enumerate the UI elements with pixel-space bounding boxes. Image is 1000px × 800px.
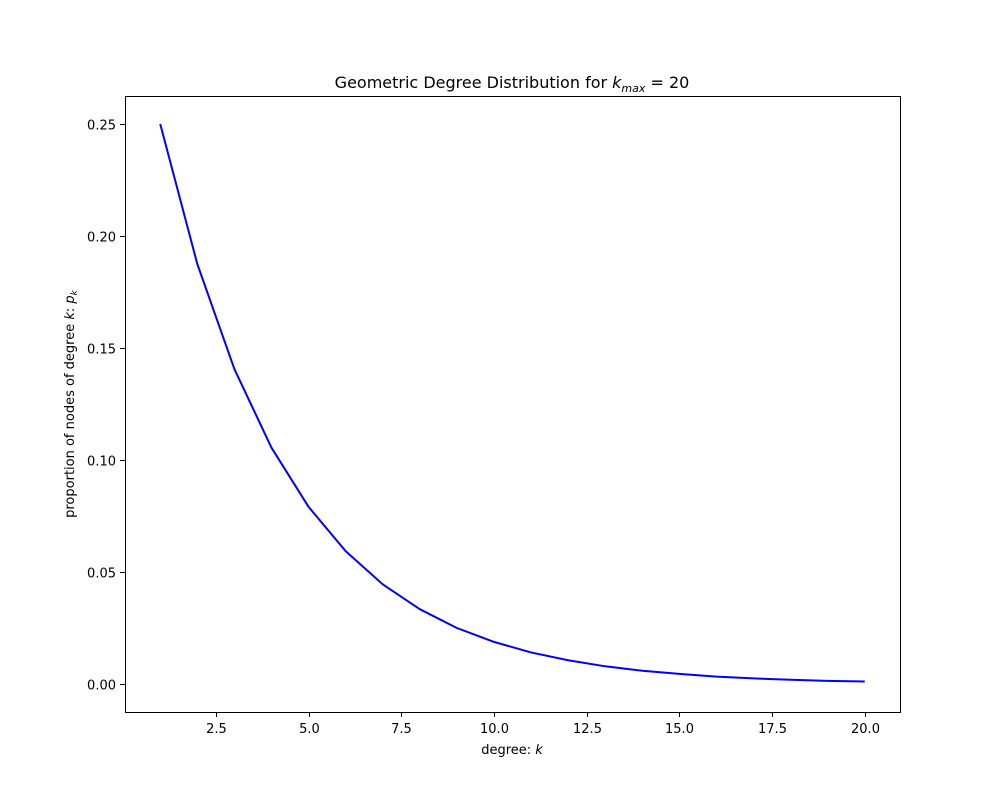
x-tick-label: 10.0 — [480, 722, 509, 737]
series-line — [159, 123, 865, 683]
y-tick-label: 0.10 — [87, 455, 116, 470]
x-tick-label: 20.0 — [851, 722, 880, 737]
chart-title: Geometric Degree Distribution for kmax =… — [335, 73, 690, 95]
y-tick-label: 0.05 — [87, 567, 116, 582]
ticks-layer: 2.5 5.0 7.5 10.0 12.5 15.0 17.5 20.0 0.00 0.05 0.1… — [87, 119, 880, 738]
plot-layer — [159, 123, 865, 683]
y-tick-label: 0.15 — [87, 343, 116, 358]
y-tick-label: 0.00 — [87, 679, 116, 694]
y-tick-label: 0.25 — [87, 119, 116, 134]
plot-frame — [125, 96, 901, 713]
x-tick-label: 2.5 — [206, 722, 227, 737]
x-tick-label: 15.0 — [665, 722, 694, 737]
x-tick-label: 12.5 — [573, 722, 602, 737]
y-axis-label: proportion of nodes of degree k: pk — [63, 289, 80, 518]
x-tick-label: 17.5 — [758, 722, 787, 737]
x-tick-label: 5.0 — [299, 722, 320, 737]
y-tick-label: 0.20 — [87, 231, 116, 246]
x-axis-label: degree: k — [481, 743, 543, 758]
x-tick-label: 7.5 — [391, 722, 412, 737]
